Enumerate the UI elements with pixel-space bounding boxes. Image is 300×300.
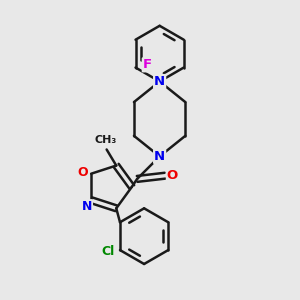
Text: N: N (82, 200, 92, 213)
Text: N: N (154, 75, 165, 88)
Text: F: F (143, 58, 152, 71)
Text: Cl: Cl (102, 245, 115, 258)
Text: N: N (154, 150, 165, 163)
Text: O: O (167, 169, 178, 182)
Text: CH₃: CH₃ (94, 135, 117, 146)
Text: O: O (78, 166, 88, 179)
